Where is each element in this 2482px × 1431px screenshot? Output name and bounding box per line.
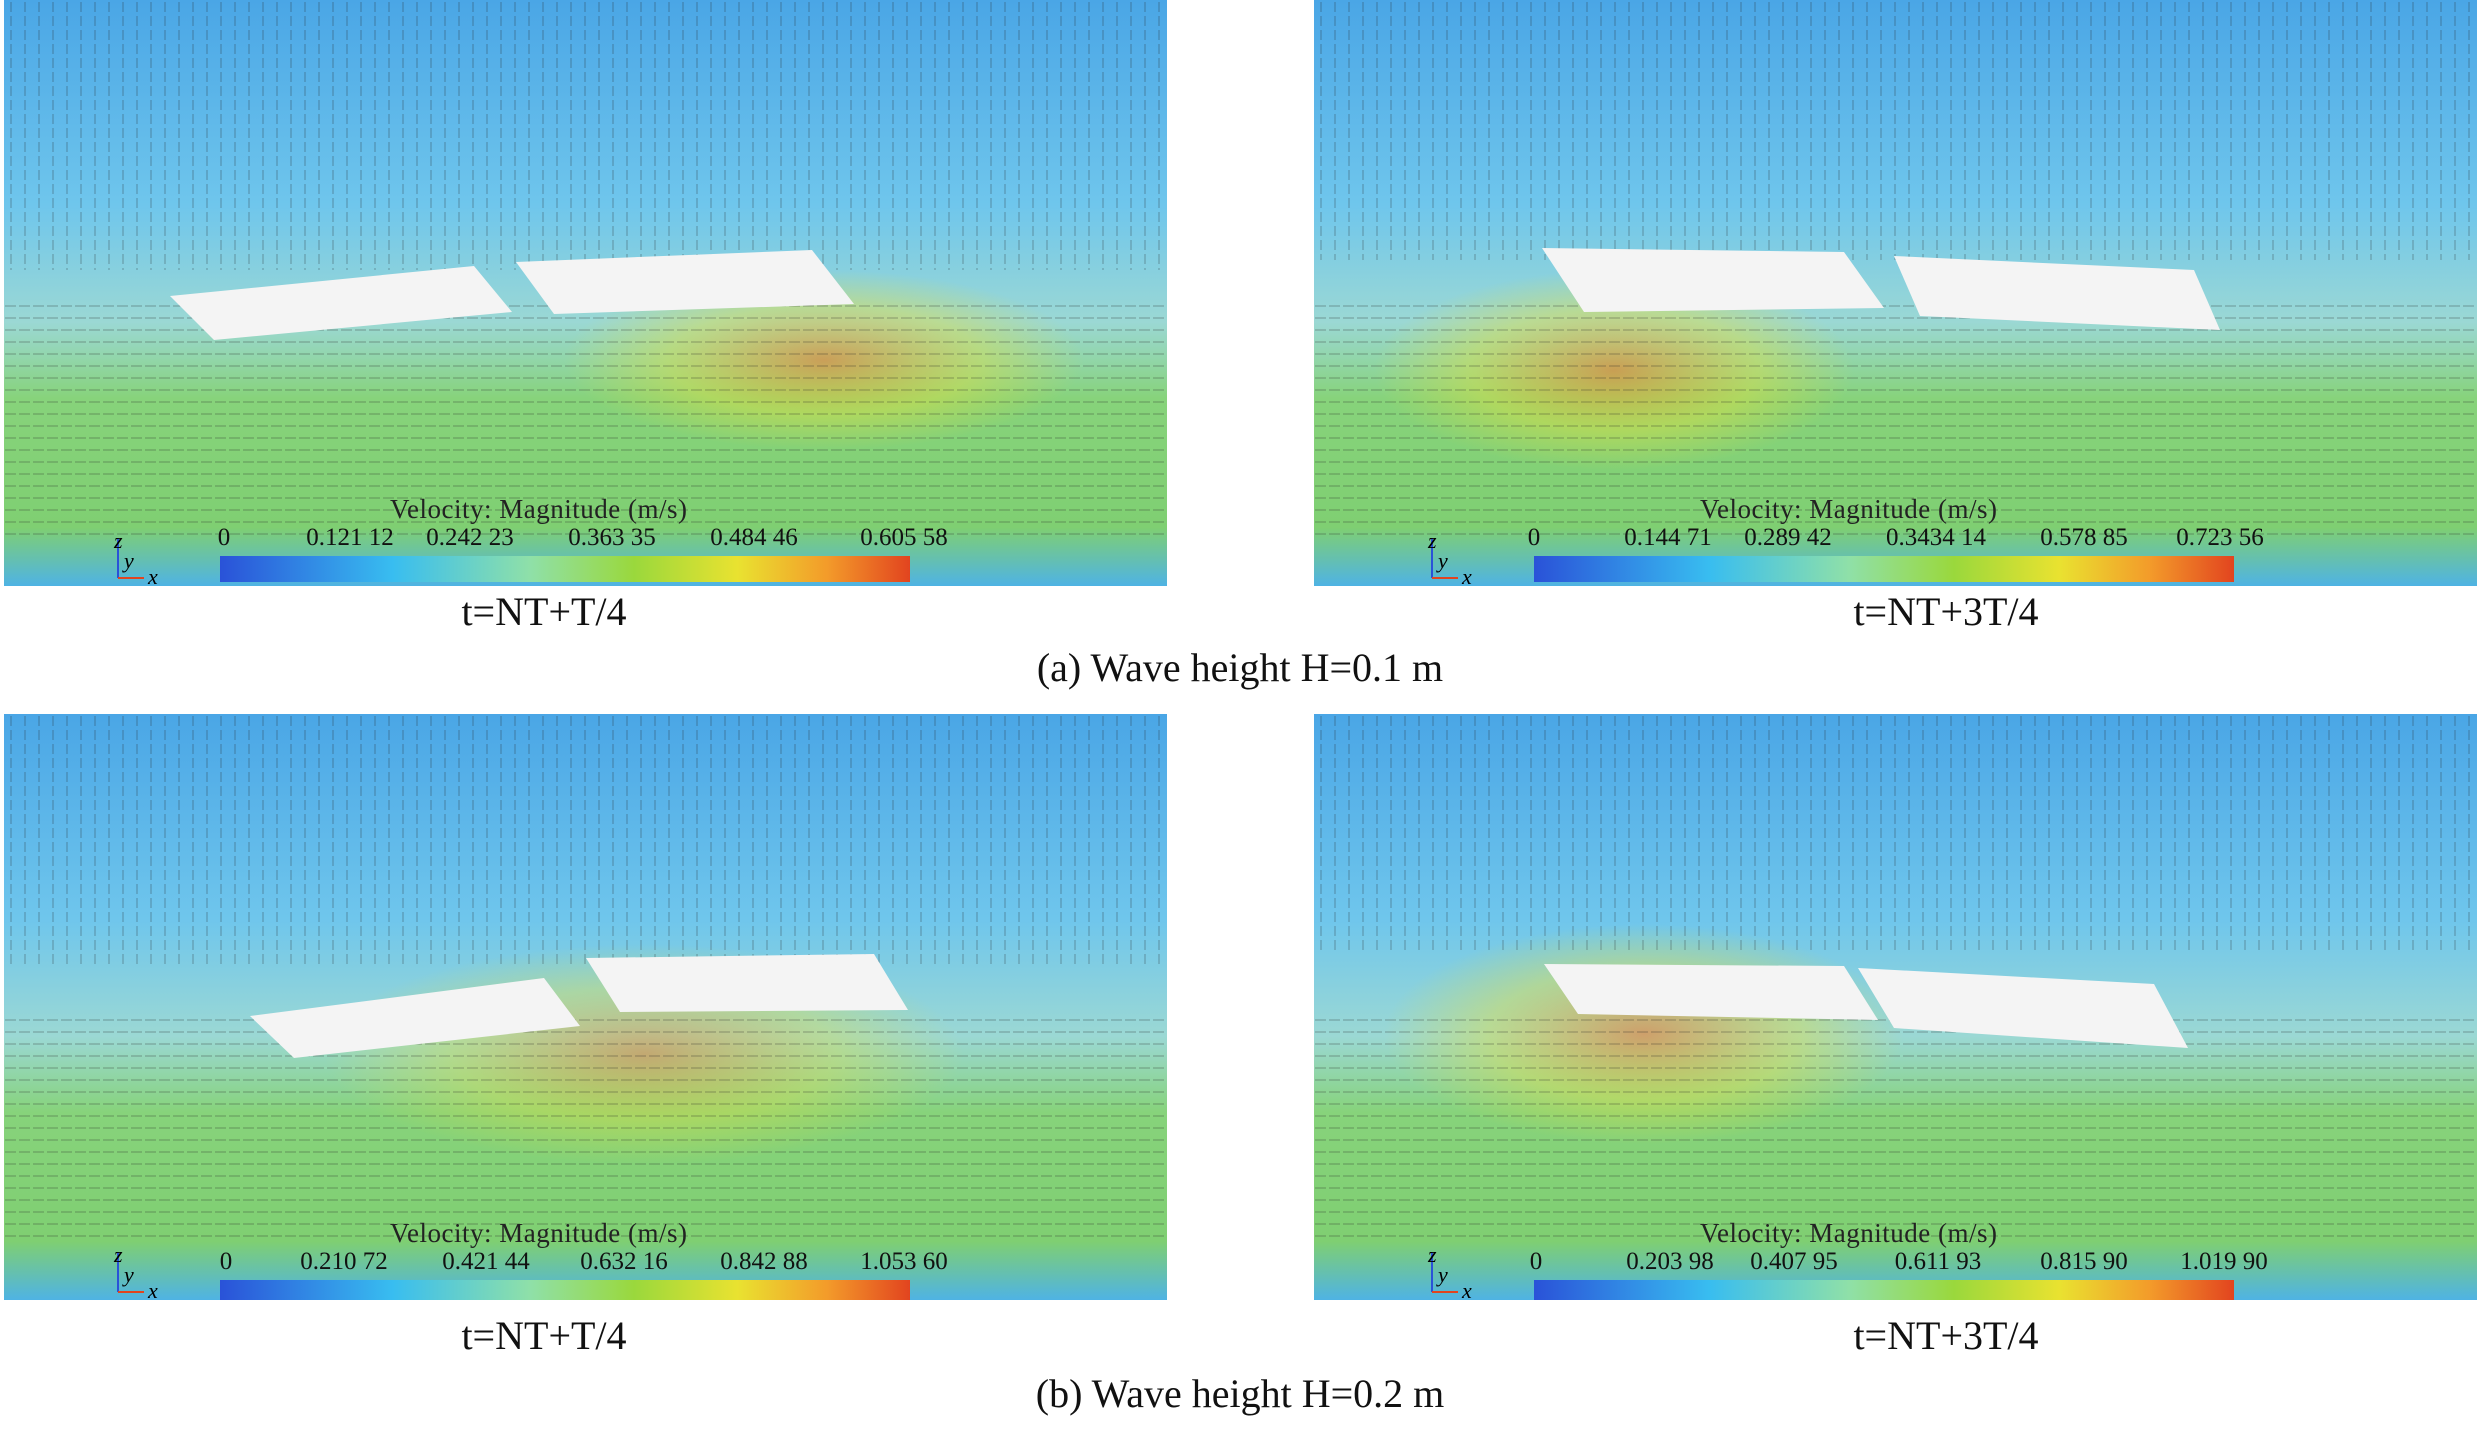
colorbar-tick: 0.421 44 [442,1248,530,1275]
colorbar-tick: 0.363 35 [568,524,656,551]
colorbar-tick: 0.289 42 [1744,524,1832,551]
colorbar [220,556,910,582]
floating-structure [516,250,854,314]
colorbar-tick: 0.210 72 [300,1248,388,1275]
legend-title: Velocity: Magnitude (m/s) [1700,1218,1998,1248]
floating-structure [1858,968,2188,1048]
colorbar [1534,556,2234,582]
caption-b: (b) Wave height H=0.2 m [1035,1371,1445,1416]
colorbar-tick: 0.611 93 [1894,1248,1982,1275]
axis-z-label: z [113,1242,123,1267]
colorbar-tick: 0.605 58 [860,524,948,551]
flow-field [1314,0,2477,540]
floating-structure [250,978,580,1058]
colorbar-tick: 0.484 46 [710,524,798,551]
colorbar-tick: 0.815 90 [2040,1248,2128,1275]
axis-z-label: z [1427,1242,1437,1267]
flow-field [1314,714,2477,1244]
colorbar [1534,1280,2234,1300]
axis-x-label: x [147,564,158,586]
legend-title: Velocity: Magnitude (m/s) [1700,494,1998,524]
axis-triad-icon: z y x [1418,528,1478,586]
axis-x-label: x [147,1278,158,1300]
colorbar-tick: 0.842 88 [720,1248,808,1275]
time-label: t=NT+3T/4 [1853,1313,2039,1358]
velocity-field-panel-b-left: Velocity: Magnitude (m/s) 0 0.210 72 0.4… [4,714,1167,1300]
legend-title: Velocity: Magnitude (m/s) [390,494,688,524]
velocity-field-panel-a-left: Velocity: Magnitude (m/s) 0 0.121 12 0.2… [4,0,1167,586]
colorbar-tick: 0 [1529,1248,1543,1275]
axis-triad-icon: z y x [1418,1242,1478,1300]
colorbar-tick: 0 [1527,524,1541,551]
time-label: t=NT+T/4 [461,589,627,634]
colorbar-tick: 1.019 90 [2180,1248,2268,1275]
axis-x-label: x [1461,564,1472,586]
colorbar [220,1280,910,1300]
velocity-field-panel-a-right: Velocity: Magnitude (m/s) 0 0.144 71 0.2… [1314,0,2477,586]
colorbar-tick: 1.053 60 [860,1248,948,1275]
colorbar-tick: 0.242 23 [426,524,514,551]
floating-structure [1894,256,2220,330]
axis-triad-icon: z y x [104,528,164,586]
axis-y-label: y [1436,548,1448,573]
colorbar-tick: 0.203 98 [1626,1248,1714,1275]
axis-y-label: y [122,548,134,573]
flow-field [4,714,1167,1244]
colorbar-tick: 0.144 71 [1624,524,1712,551]
colorbar-tick: 0.121 12 [306,524,394,551]
colorbar-tick: 0.632 16 [580,1248,668,1275]
colorbar-tick: 0 [219,1248,233,1275]
colorbar-tick: 0 [217,524,231,551]
axis-x-label: x [1461,1278,1472,1300]
axis-z-label: z [113,528,123,553]
floating-structure [1544,964,1878,1020]
colorbar-tick: 0.578 85 [2040,524,2128,551]
velocity-field-panel-b-right: Velocity: Magnitude (m/s) 0 0.203 98 0.4… [1314,714,2477,1300]
floating-structure [170,266,512,340]
axis-z-label: z [1427,528,1437,553]
axis-y-label: y [122,1262,134,1287]
colorbar-tick: 0.3434 14 [1886,524,1986,551]
caption-a: (a) Wave height H=0.1 m [1036,645,1444,690]
axis-y-label: y [1436,1262,1448,1287]
flow-field [4,0,1167,540]
colorbar-tick: 0.407 95 [1750,1248,1838,1275]
colorbar-tick: 0.723 56 [2176,524,2264,551]
floating-structure [1542,248,1884,312]
floating-structure [586,954,908,1012]
axis-triad-icon: z y x [104,1242,164,1300]
time-label: t=NT+T/4 [461,1313,627,1358]
time-label: t=NT+3T/4 [1853,589,2039,634]
legend-title: Velocity: Magnitude (m/s) [390,1218,688,1248]
